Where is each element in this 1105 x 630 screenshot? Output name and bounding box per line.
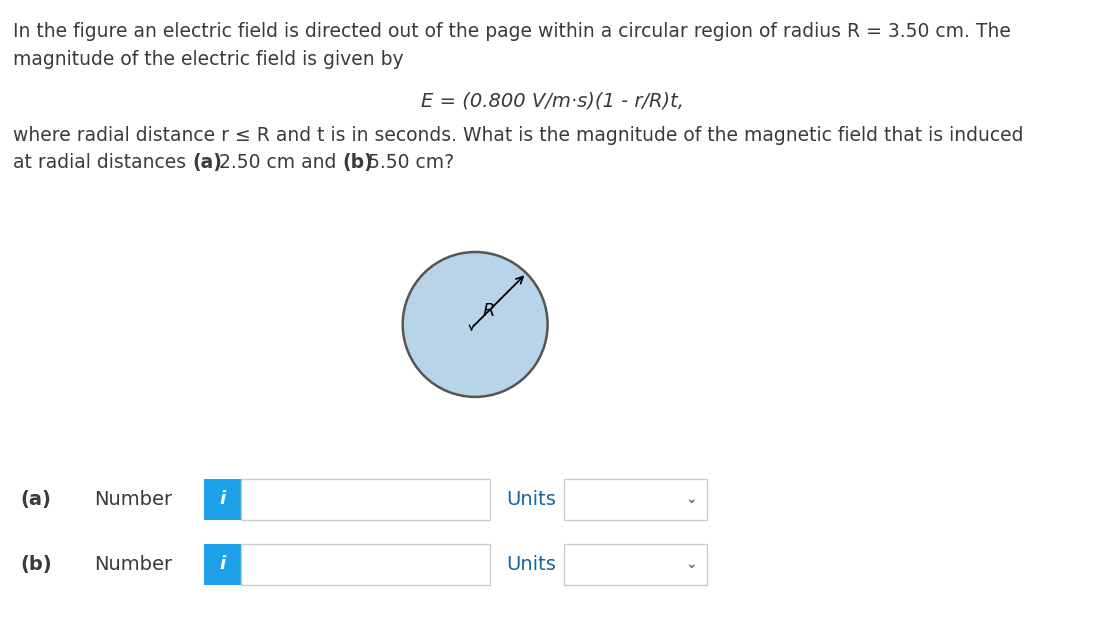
FancyBboxPatch shape [564, 544, 707, 585]
Text: (a): (a) [192, 153, 222, 172]
Text: Units: Units [506, 554, 556, 574]
Text: 5.50 cm?: 5.50 cm? [368, 153, 454, 172]
Text: (b): (b) [341, 153, 372, 172]
Text: where radial distance r ≤ R and t is in seconds. What is the magnitude of the ma: where radial distance r ≤ R and t is in … [13, 126, 1023, 145]
Text: E = (0.800 V/m·s)(1 - r/R)t,: E = (0.800 V/m·s)(1 - r/R)t, [421, 91, 684, 110]
Text: ⌄: ⌄ [685, 492, 696, 507]
FancyBboxPatch shape [241, 544, 490, 585]
Text: R: R [483, 302, 495, 321]
Text: Units: Units [506, 490, 556, 509]
Text: Number: Number [94, 554, 172, 574]
Text: magnitude of the electric field is given by: magnitude of the electric field is given… [13, 50, 404, 69]
Text: In the figure an electric field is directed out of the page within a circular re: In the figure an electric field is direc… [13, 22, 1011, 41]
Text: i: i [220, 490, 225, 508]
Text: (a): (a) [20, 490, 51, 509]
Text: ⌄: ⌄ [685, 557, 696, 571]
Text: i: i [220, 555, 225, 573]
Text: 2.50 cm and: 2.50 cm and [219, 153, 341, 172]
Text: Number: Number [94, 490, 172, 509]
Ellipse shape [402, 252, 548, 397]
Text: (b): (b) [20, 554, 52, 574]
Text: at radial distances: at radial distances [13, 153, 192, 172]
FancyBboxPatch shape [204, 479, 241, 520]
FancyBboxPatch shape [564, 479, 707, 520]
FancyBboxPatch shape [204, 544, 241, 585]
FancyBboxPatch shape [241, 479, 490, 520]
